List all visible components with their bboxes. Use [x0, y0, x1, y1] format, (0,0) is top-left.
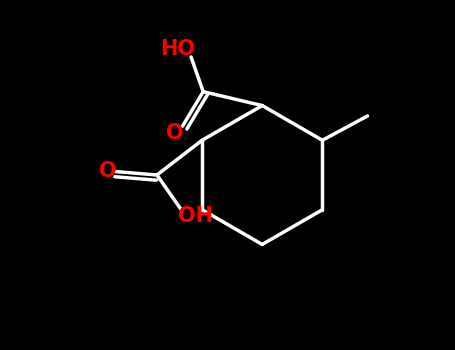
Text: HO: HO [160, 39, 195, 59]
Text: OH: OH [177, 206, 212, 226]
Text: O: O [99, 161, 116, 181]
Text: O: O [166, 122, 183, 143]
